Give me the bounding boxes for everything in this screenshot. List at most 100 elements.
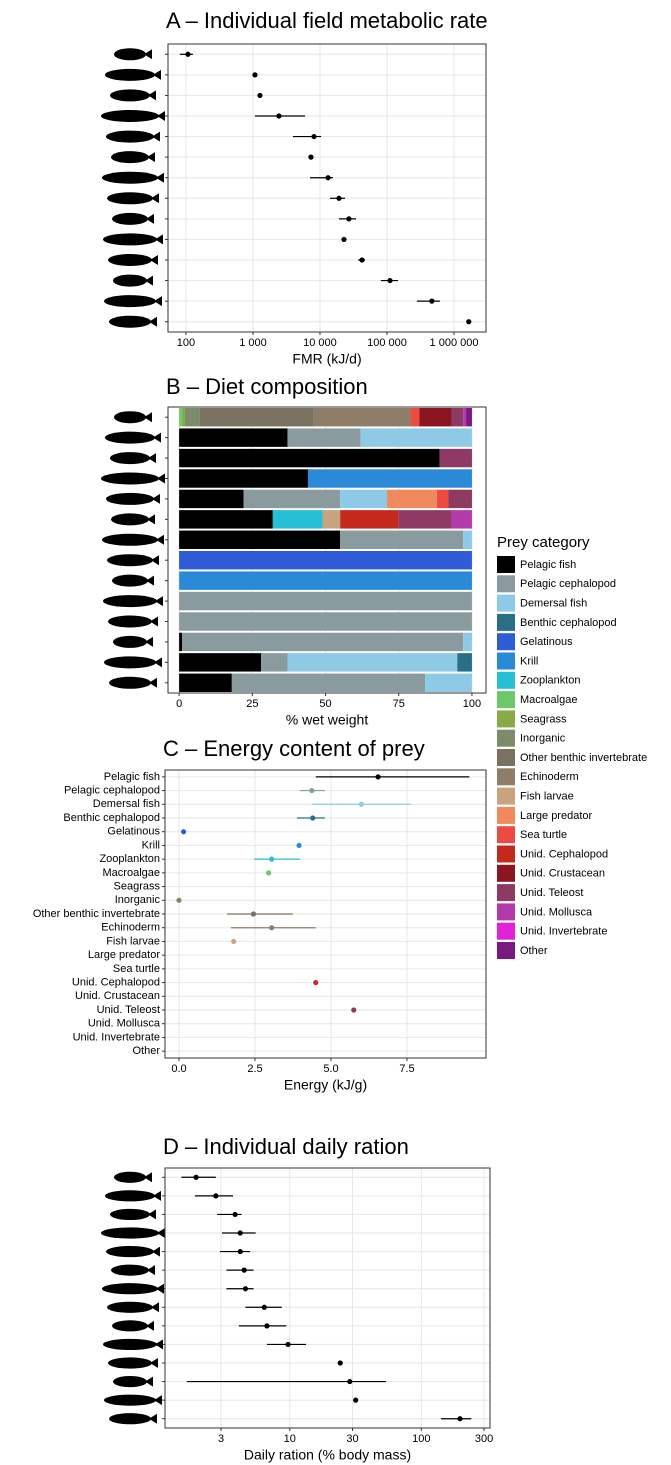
plot-background: [168, 44, 486, 332]
legend-label: Krill: [520, 655, 538, 667]
species-silhouette: [111, 1264, 149, 1276]
plot-border: [164, 1167, 491, 1429]
point: [261, 1304, 267, 1310]
bar-segment: [398, 510, 452, 529]
bar-segment: [184, 408, 200, 427]
silhouette-tail: [147, 514, 155, 525]
point: [457, 1416, 463, 1422]
x-tick-label: 7.5: [399, 1063, 414, 1075]
silhouette-tail: [148, 453, 156, 464]
silhouette-tail: [146, 575, 154, 586]
x-tick-label: 300: [475, 1433, 493, 1445]
silhouette-tail: [150, 255, 158, 265]
legend-label: Other benthic invertebrate: [520, 752, 647, 764]
legend-label: Gelatinous: [520, 636, 573, 648]
bar-segment: [179, 571, 472, 590]
species-silhouette: [107, 192, 153, 205]
point: [359, 257, 365, 263]
legend-swatch: [497, 556, 515, 573]
y-tick-label: Other benthic invertebrate: [33, 908, 160, 920]
y-tick-label: Echinoderm: [101, 922, 160, 934]
legend-label: Unid. Mollusca: [520, 906, 593, 918]
silhouette-tail: [156, 534, 164, 545]
silhouette-tail: [144, 1172, 152, 1183]
legend-swatch: [497, 806, 515, 824]
point: [213, 1193, 219, 1199]
point: [269, 925, 275, 931]
y-tick-label: Gelatinous: [107, 826, 160, 838]
bar-segment: [179, 510, 273, 529]
bar-segment: [340, 530, 464, 549]
x-tick-label: 2.5: [247, 1063, 262, 1075]
legend-label: Seagrass: [520, 713, 567, 725]
silhouette-tail: [145, 1376, 153, 1387]
point: [351, 1007, 357, 1013]
bar-segment: [387, 489, 437, 509]
legend-swatch: [497, 749, 515, 766]
x-tick-label: 1 000 000: [430, 337, 479, 349]
legend-swatch: [497, 671, 515, 689]
bar-segment: [179, 448, 440, 468]
x-tick-label: 30: [346, 1433, 358, 1445]
bar-segment: [360, 428, 472, 447]
silhouette-tail: [147, 152, 155, 163]
point: [341, 236, 347, 243]
bar-segment: [436, 489, 449, 509]
bar-segment: [287, 428, 361, 447]
y-tick-label: Unid. Crustacean: [75, 990, 160, 1002]
silhouette-tail: [148, 1209, 156, 1220]
silhouette-tail: [157, 111, 165, 121]
point: [242, 1286, 249, 1292]
bar-segment: [199, 408, 314, 427]
silhouette-tail: [156, 1283, 164, 1294]
point: [232, 1211, 238, 1218]
bar-segment: [179, 612, 472, 631]
bar-segment: [313, 408, 411, 427]
species-silhouette: [114, 48, 146, 61]
silhouette-tail: [147, 1265, 155, 1276]
species-silhouette: [111, 151, 149, 164]
bar-segment: [287, 653, 458, 672]
point: [266, 870, 272, 876]
silhouette-tail: [145, 275, 153, 286]
legend-label: Unid. Teleost: [520, 887, 583, 899]
point: [466, 319, 472, 325]
x-axis-title: FMR (kJ/d): [292, 351, 361, 367]
bar-segment: [261, 653, 288, 672]
species-silhouette: [109, 676, 151, 689]
point: [241, 1267, 247, 1273]
silhouette-tail: [153, 432, 161, 443]
silhouette-tail: [153, 69, 161, 80]
bar-segment: [463, 632, 472, 652]
species-silhouette: [107, 554, 153, 567]
bar-segment: [179, 408, 183, 427]
point: [353, 1397, 359, 1403]
species-silhouette: [113, 1376, 147, 1388]
legend-label: Unid. Crustacean: [520, 868, 605, 880]
point: [336, 195, 342, 201]
bar-segment: [179, 489, 244, 509]
point: [193, 1174, 199, 1180]
point: [309, 787, 315, 794]
silhouette-tail: [146, 1320, 154, 1331]
legend-swatch: [497, 826, 515, 844]
silhouette-tail: [144, 49, 152, 60]
x-tick-label: 3: [218, 1433, 224, 1445]
panel-title: B – Diet composition: [166, 374, 368, 399]
species-silhouette: [105, 1190, 155, 1202]
point: [310, 815, 316, 821]
x-tick-label: 5.0: [323, 1063, 338, 1075]
silhouette-tail: [154, 657, 162, 668]
point: [311, 133, 317, 140]
y-tick-label: Benthic cephalopod: [63, 812, 160, 824]
species-silhouette: [103, 233, 157, 246]
legend-label: Large predator: [520, 810, 592, 822]
legend-label: Sea turtle: [520, 829, 567, 841]
point: [296, 842, 302, 849]
species-silhouette: [103, 595, 157, 608]
legend-swatch: [497, 884, 515, 902]
species-silhouette: [105, 68, 155, 81]
species-silhouette: [112, 574, 148, 587]
species-silhouette: [112, 1320, 148, 1332]
